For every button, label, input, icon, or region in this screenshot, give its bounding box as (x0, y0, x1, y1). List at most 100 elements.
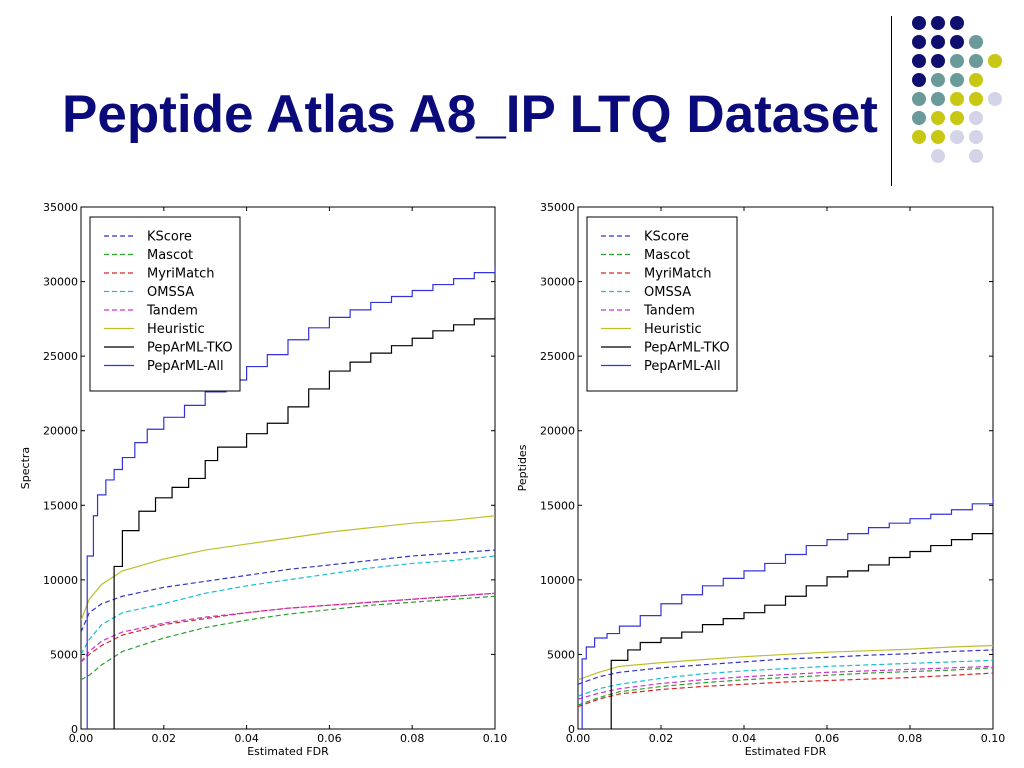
slide-title: Peptide Atlas A8_IP LTQ Dataset (62, 85, 878, 144)
x-tick-label: 0.04 (732, 732, 757, 745)
series-line-heuristic (578, 644, 993, 681)
decorative-dot (988, 54, 1002, 68)
series-line-heuristic (81, 515, 495, 621)
y-tick-label: 15000 (540, 499, 575, 512)
y-tick-label: 25000 (43, 350, 78, 363)
y-tick-label: 20000 (43, 425, 78, 438)
y-tick-label: 0 (71, 723, 78, 736)
decorative-dot (969, 73, 983, 87)
x-tick-label: 0.08 (400, 732, 425, 745)
decorative-dot (969, 92, 983, 106)
decorative-dot (969, 35, 983, 49)
x-tick-label: 0.06 (317, 732, 342, 745)
y-tick-label: 30000 (43, 276, 78, 289)
y-tick-label: 35000 (43, 201, 78, 214)
legend-box (586, 216, 738, 392)
legend-box (89, 216, 241, 392)
y-tick-label: 30000 (540, 276, 575, 289)
decorative-dot (969, 111, 983, 125)
legend-label: PepArML-TKO (644, 341, 730, 356)
decorative-dot (912, 130, 926, 144)
x-tick-label: 0.06 (815, 732, 840, 745)
decorative-dot (950, 111, 964, 125)
legend-label: Mascot (644, 248, 690, 263)
legend-label: Heuristic (147, 322, 205, 337)
legend-label: Heuristic (644, 322, 702, 337)
decorative-dot (912, 16, 926, 30)
decorative-dot (931, 54, 945, 68)
decorative-dot (912, 92, 926, 106)
x-tick-label: 0.08 (898, 732, 923, 745)
decorative-dot (931, 149, 945, 163)
y-axis-label: Spectra (19, 447, 32, 489)
x-tick-label: 0.10 (483, 732, 508, 745)
series-line-peparml-tko (610, 529, 993, 729)
x-tick-label: 0.04 (234, 732, 259, 745)
decorative-dot (912, 73, 926, 87)
series-line-peparml-tko (113, 315, 495, 729)
series-line-peparml-all (581, 497, 993, 729)
legend-label: PepArML-TKO (147, 341, 233, 356)
legend-label: MyriMatch (147, 267, 215, 282)
series-layer (81, 266, 495, 729)
decorative-dot (931, 130, 945, 144)
y-tick-label: 5000 (547, 648, 575, 661)
decorative-dot (950, 54, 964, 68)
x-axis-label: Estimated FDR (745, 745, 827, 758)
y-tick-label: 10000 (43, 574, 78, 587)
x-tick-label: 0.00 (566, 732, 591, 745)
series-line-peparml-all (86, 266, 495, 729)
legend-label: KScore (147, 230, 192, 245)
decorative-dot (969, 130, 983, 144)
decorative-dot (969, 54, 983, 68)
legend-label: Tandem (643, 304, 695, 319)
x-tick-label: 0.02 (152, 732, 177, 745)
y-axis-label: Peptides (516, 444, 529, 491)
series-line-kscore (81, 549, 495, 633)
decorative-dot (950, 92, 964, 106)
series-line-mascot (81, 595, 495, 681)
decorative-dot (969, 149, 983, 163)
x-axis-label: Estimated FDR (247, 745, 329, 758)
y-tick-label: 10000 (540, 574, 575, 587)
y-tick-label: 5000 (50, 648, 78, 661)
legend-label: MyriMatch (644, 267, 712, 282)
x-tick-label: 0.00 (69, 732, 94, 745)
y-tick-label: 15000 (43, 499, 78, 512)
decorative-dot (912, 35, 926, 49)
legend-label: Tandem (146, 304, 198, 319)
decorative-dot (912, 111, 926, 125)
y-tick-label: 20000 (540, 425, 575, 438)
series-line-mascot (578, 667, 993, 706)
series-line-omssa (81, 555, 495, 655)
x-tick-label: 0.02 (649, 732, 674, 745)
legend-label: PepArML-All (147, 359, 224, 374)
decorative-dot (950, 16, 964, 30)
decorative-dot (931, 35, 945, 49)
decorative-dot (950, 130, 964, 144)
decorative-dot (950, 35, 964, 49)
x-tick-label: 0.10 (981, 732, 1006, 745)
decorative-dot (950, 73, 964, 87)
legend-label: Mascot (147, 248, 193, 263)
decorative-divider (891, 16, 892, 186)
decorative-dot (931, 73, 945, 87)
decorative-dot (931, 111, 945, 125)
series-layer (578, 497, 993, 729)
y-tick-label: 25000 (540, 350, 575, 363)
legend-label: PepArML-All (644, 359, 721, 374)
decorative-dot-grid (912, 16, 1002, 163)
series-line-tandem (81, 592, 495, 663)
decorative-dot (988, 92, 1002, 106)
y-tick-label: 0 (568, 723, 575, 736)
decorative-dot (931, 92, 945, 106)
y-tick-label: 35000 (540, 201, 575, 214)
legend-label: OMSSA (644, 285, 691, 300)
series-line-myrimatch (81, 592, 495, 663)
legend-label: OMSSA (147, 285, 194, 300)
series-line-tandem (578, 665, 993, 700)
decorative-dot (931, 16, 945, 30)
decorative-dot (912, 54, 926, 68)
